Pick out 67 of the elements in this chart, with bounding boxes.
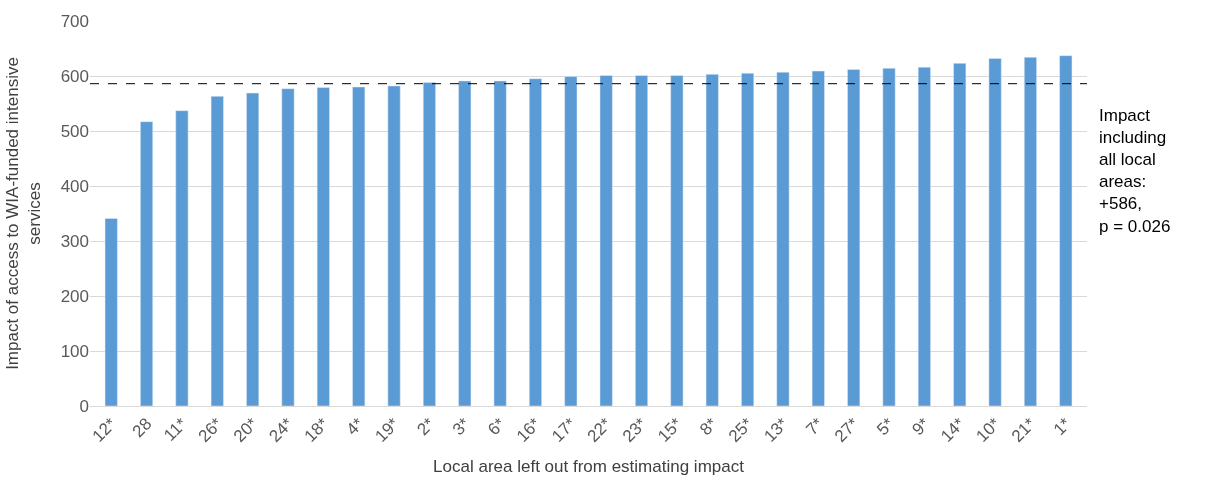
bar (246, 92, 260, 406)
x-tick-label: 4* (342, 414, 368, 440)
y-tick-label: 700 (60, 11, 89, 31)
y-tick-label: 100 (60, 341, 89, 361)
x-tick-label: 22* (583, 414, 616, 446)
x-axis-title: Local area left out from estimating impact (433, 457, 745, 477)
bar (210, 96, 224, 406)
x-tick-label: 20* (229, 414, 262, 446)
x-tick-label: 7* (802, 414, 828, 440)
x-tick-label: 2* (413, 414, 439, 440)
x-tick-label: 26* (194, 414, 227, 446)
bar (387, 85, 401, 406)
bar (776, 71, 790, 406)
x-tick-label: 16* (512, 414, 545, 446)
bar (847, 69, 861, 406)
bar (175, 110, 189, 406)
bar (104, 218, 118, 406)
x-tick-label: 8* (696, 414, 722, 440)
x-tick-label: 13* (760, 414, 793, 446)
bar (281, 88, 295, 406)
x-tick-label: 5* (873, 414, 899, 440)
x-tick-label: 17* (548, 414, 580, 446)
x-tick-label: 12* (88, 414, 121, 446)
y-axis-title: Impact of access to WIA-funded intensive services (3, 57, 45, 370)
x-tick-label: 19* (371, 414, 404, 446)
bar (882, 68, 896, 406)
x-tick-label: 9* (908, 414, 934, 440)
bar (140, 121, 153, 406)
bar (1059, 55, 1073, 406)
x-tick-label: 27* (831, 414, 863, 446)
bar (316, 87, 330, 406)
x-tick-label: 25* (724, 414, 757, 446)
x-tick-label: 18* (300, 414, 333, 446)
bar (1024, 57, 1037, 406)
bar (635, 75, 648, 406)
y-tick-label: 600 (60, 66, 89, 86)
bar (529, 78, 542, 406)
bar (422, 82, 436, 406)
x-tick-label: 14* (937, 414, 969, 446)
bar (599, 75, 613, 406)
x-tick-label: 24* (265, 414, 298, 446)
bar (811, 70, 825, 406)
y-tick-label: 500 (60, 121, 89, 141)
x-tick-label: 15* (654, 414, 686, 446)
bar (953, 63, 967, 406)
bar (352, 86, 366, 406)
bar (458, 80, 472, 406)
bar (670, 75, 684, 406)
y-tick-label: 200 (60, 286, 89, 306)
x-tick-label: 1* (1049, 414, 1075, 440)
ref-line-label: Impact including all local areas: +586, p = 0.026 (1099, 106, 1171, 236)
bar (741, 73, 755, 406)
x-tick-label: 28 (128, 414, 156, 442)
y-tick-label: 400 (60, 176, 89, 196)
x-tick-label: 6* (484, 414, 510, 440)
y-tick-label: 0 (79, 396, 89, 416)
bar (493, 80, 507, 406)
x-tick-label: 3* (448, 414, 474, 440)
bar (988, 58, 1002, 406)
bar (705, 74, 719, 406)
x-tick-label: 21* (1007, 414, 1040, 446)
x-tick-label: 10* (972, 414, 1005, 446)
x-tick-label: 11* (160, 414, 192, 445)
bar (917, 66, 931, 406)
bar (564, 76, 578, 406)
y-tick-label: 300 (60, 231, 89, 251)
x-tick-label: 23* (618, 414, 651, 446)
